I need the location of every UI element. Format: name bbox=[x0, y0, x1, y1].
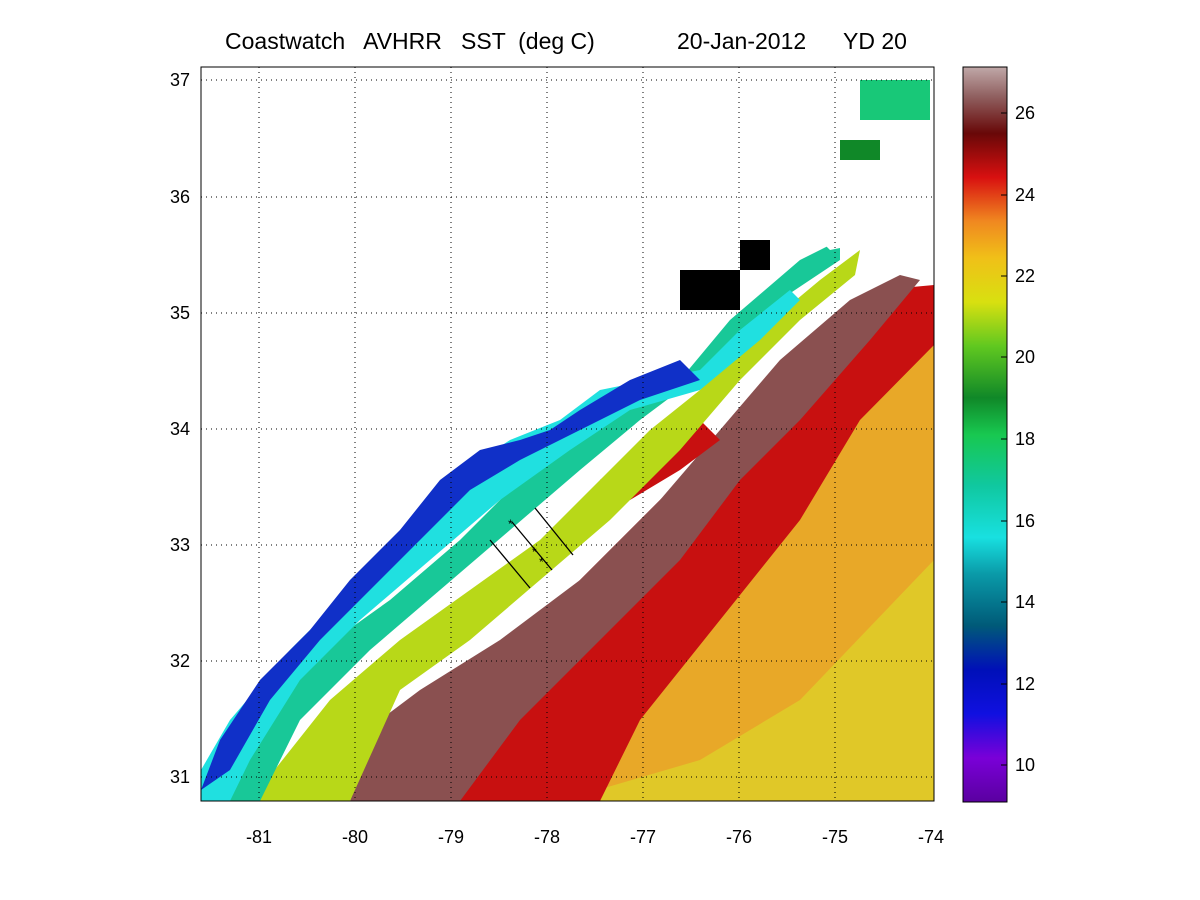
svg-text:-80: -80 bbox=[342, 827, 368, 847]
svg-text:*: * bbox=[539, 555, 544, 569]
svg-text:26: 26 bbox=[1015, 103, 1035, 123]
svg-text:*: * bbox=[508, 517, 513, 531]
svg-text:-81: -81 bbox=[246, 827, 272, 847]
lat-lon-grid bbox=[201, 67, 934, 801]
svg-text:-78: -78 bbox=[534, 827, 560, 847]
colorbar-ticks bbox=[1001, 112, 1007, 766]
svg-text:-74: -74 bbox=[918, 827, 944, 847]
svg-text:22: 22 bbox=[1015, 266, 1035, 286]
colorbar-labels: 26 24 22 20 18 16 14 12 10 bbox=[1015, 103, 1035, 775]
svg-text:24: 24 bbox=[1015, 185, 1035, 205]
svg-text:37: 37 bbox=[170, 70, 190, 90]
transect-lines bbox=[489, 507, 574, 589]
svg-text:-77: -77 bbox=[630, 827, 656, 847]
svg-text:12: 12 bbox=[1015, 674, 1035, 694]
svg-text:-76: -76 bbox=[726, 827, 752, 847]
svg-text:18: 18 bbox=[1015, 429, 1035, 449]
colorbar-frame bbox=[962, 66, 1008, 803]
north-green-patch bbox=[860, 80, 930, 120]
shelf-yellow-green bbox=[250, 250, 860, 801]
pamlico-sound bbox=[680, 270, 740, 310]
svg-text:16: 16 bbox=[1015, 511, 1035, 531]
inner-shelf-cyan bbox=[201, 290, 800, 801]
svg-text:14: 14 bbox=[1015, 592, 1035, 612]
lon-tick-labels: -81 -80 -79 -78 -77 -76 -75 -74 bbox=[246, 827, 944, 847]
svg-text:35: 35 bbox=[170, 303, 190, 323]
map-date: 20-Jan-2012 bbox=[677, 28, 807, 54]
svg-text:10: 10 bbox=[1015, 755, 1035, 775]
svg-text:36: 36 bbox=[170, 187, 190, 207]
lat-tick-labels: 37 36 35 34 33 32 31 bbox=[170, 70, 190, 787]
map-yearday: YD 20 bbox=[843, 28, 907, 54]
svg-text:34: 34 bbox=[170, 419, 190, 439]
svg-text:-79: -79 bbox=[438, 827, 464, 847]
station-markers: * * * bbox=[508, 517, 544, 569]
map-title: Coastwatch AVHRR SST (deg C) bbox=[225, 28, 595, 54]
gulf-stream-core bbox=[350, 275, 920, 801]
svg-text:*: * bbox=[532, 545, 537, 559]
svg-text:32: 32 bbox=[170, 651, 190, 671]
sst-field bbox=[201, 67, 934, 801]
svg-text:31: 31 bbox=[170, 767, 190, 787]
sound-land-mask bbox=[740, 240, 770, 270]
svg-text:20: 20 bbox=[1015, 347, 1035, 367]
north-dark-green-patch bbox=[840, 140, 880, 160]
map-frame bbox=[200, 66, 935, 802]
svg-text:-75: -75 bbox=[822, 827, 848, 847]
colorbar bbox=[963, 67, 1007, 802]
svg-text:33: 33 bbox=[170, 535, 190, 555]
